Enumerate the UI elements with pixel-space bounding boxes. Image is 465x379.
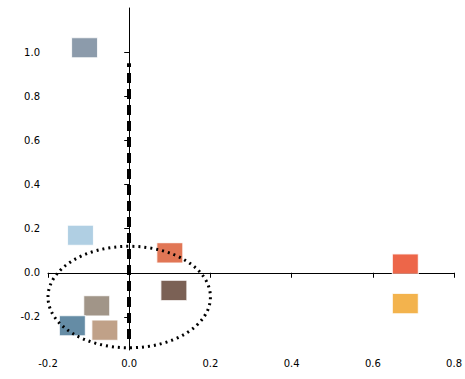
svg-text:0.0: 0.0 bbox=[24, 267, 40, 278]
svg-text:0.4: 0.4 bbox=[24, 179, 40, 190]
svg-text:1.0: 1.0 bbox=[24, 47, 40, 58]
svg-text:0.2: 0.2 bbox=[202, 358, 218, 369]
svg-text:-0.2: -0.2 bbox=[20, 311, 40, 322]
svg-text:0.8: 0.8 bbox=[24, 91, 40, 102]
svg-text:0.8: 0.8 bbox=[446, 358, 462, 369]
svg-text:-0.2: -0.2 bbox=[38, 358, 58, 369]
svg-text:0.0: 0.0 bbox=[121, 358, 137, 369]
svg-text:0.6: 0.6 bbox=[365, 358, 381, 369]
svg-text:0.2: 0.2 bbox=[24, 223, 40, 234]
svg-text:0.6: 0.6 bbox=[24, 135, 40, 146]
svg-text:0.4: 0.4 bbox=[284, 358, 300, 369]
